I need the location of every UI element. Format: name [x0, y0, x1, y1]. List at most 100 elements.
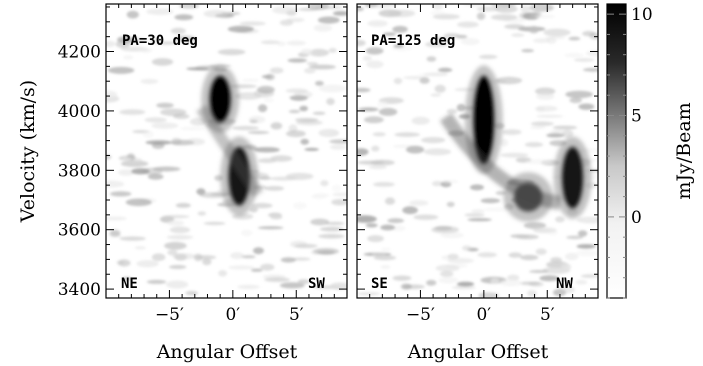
noise-blob	[125, 198, 152, 207]
noise-blob	[317, 250, 336, 255]
noise-blob	[172, 253, 196, 260]
noise-blob	[393, 77, 403, 85]
noise-blob	[179, 126, 205, 131]
noise-blob	[536, 92, 555, 100]
panel-left-corner-right: SW	[308, 276, 325, 292]
panel-left-frame	[105, 3, 348, 299]
noise-blob	[490, 278, 500, 285]
noise-blob	[432, 4, 443, 10]
noise-blob	[173, 113, 190, 119]
noise-blob	[546, 133, 565, 138]
noise-blob	[484, 207, 511, 212]
noise-blob	[573, 58, 595, 62]
noise-blob	[164, 241, 187, 250]
emission-core	[209, 75, 232, 123]
noise-blob	[306, 62, 319, 66]
noise-blob	[440, 271, 454, 277]
noise-blob	[527, 290, 537, 297]
noise-blob	[151, 253, 166, 261]
noise-blob	[119, 236, 146, 241]
noise-blob	[576, 249, 598, 257]
noise-blob	[203, 10, 229, 18]
noise-blob	[326, 98, 335, 106]
noise-blob	[457, 21, 479, 28]
noise-blob	[461, 245, 472, 251]
noise-blob	[562, 129, 574, 138]
noise-blob	[576, 216, 598, 224]
noise-blob	[546, 37, 557, 44]
noise-blob	[264, 186, 285, 191]
noise-blob	[495, 76, 523, 85]
noise-blob	[239, 21, 266, 26]
noise-blob	[432, 14, 460, 20]
panel-right-frame	[356, 3, 599, 299]
panel-right-ticks	[357, 4, 598, 298]
noise-blob	[372, 132, 386, 137]
noise-blob	[140, 78, 159, 85]
noise-blob	[368, 164, 387, 170]
noise-blob	[500, 152, 529, 158]
noise-blob	[402, 284, 425, 290]
noise-blob	[174, 14, 194, 21]
noise-blob	[309, 48, 329, 57]
noise-blob	[300, 138, 310, 145]
noise-blob	[435, 264, 460, 272]
noise-blob	[446, 201, 455, 208]
noise-blob	[156, 41, 178, 45]
noise-blob	[299, 105, 309, 112]
noise-blob	[443, 33, 461, 38]
noise-blob	[357, 148, 369, 156]
noise-blob	[373, 255, 397, 261]
x-tick-labels: −5′ 0′ 5′ −5′ 0′ 5′	[155, 305, 555, 325]
noise-blob	[552, 125, 578, 130]
noise-blob	[270, 214, 283, 220]
noise-blob	[499, 139, 509, 147]
noise-blob	[263, 98, 274, 103]
noise-blob	[461, 38, 480, 46]
noise-blob	[411, 116, 430, 125]
noise-blob	[308, 64, 336, 70]
noise-blob	[170, 27, 186, 34]
noise-blob	[528, 26, 540, 34]
noise-blob	[578, 103, 595, 110]
noise-blob	[549, 130, 563, 134]
emission-core	[561, 146, 584, 209]
noise-blob	[230, 252, 245, 260]
noise-blob	[290, 240, 308, 248]
noise-blob	[312, 111, 326, 116]
noise-blob	[357, 292, 381, 296]
noise-blob	[120, 160, 149, 167]
noise-blob	[269, 176, 297, 181]
noise-blob	[247, 130, 270, 135]
noise-blob	[126, 10, 139, 19]
y-tick-label: 3600	[58, 221, 101, 241]
noise-blob	[329, 139, 347, 144]
noise-blob	[148, 36, 161, 45]
noise-blob	[174, 35, 197, 43]
noise-blob	[364, 4, 378, 8]
noise-blob	[241, 229, 253, 237]
noise-blob	[529, 270, 549, 273]
noise-blob	[418, 72, 444, 77]
noise-blob	[456, 103, 466, 112]
noise-blob	[377, 100, 389, 108]
noise-blob	[276, 41, 286, 47]
noise-blob	[167, 249, 178, 256]
noise-blob	[313, 193, 330, 198]
noise-blob	[533, 38, 550, 44]
colorbar-ticks: 10 5 0	[607, 5, 653, 299]
x-axis-title-left: Angular Offset	[156, 341, 298, 363]
noise-blob	[371, 145, 380, 152]
noise-blob	[287, 58, 308, 63]
noise-blob	[119, 109, 146, 115]
noise-blob	[580, 274, 598, 278]
noise-blob	[123, 55, 134, 60]
noise-blob	[380, 224, 396, 231]
x-tick-label: 5′	[540, 305, 555, 325]
noise-blob	[565, 90, 593, 99]
colorbar-tick-label: 5	[631, 107, 642, 127]
noise-blob	[313, 24, 333, 32]
noise-blob	[117, 36, 134, 43]
noise-blob	[378, 107, 398, 116]
noise-blob	[495, 5, 518, 13]
